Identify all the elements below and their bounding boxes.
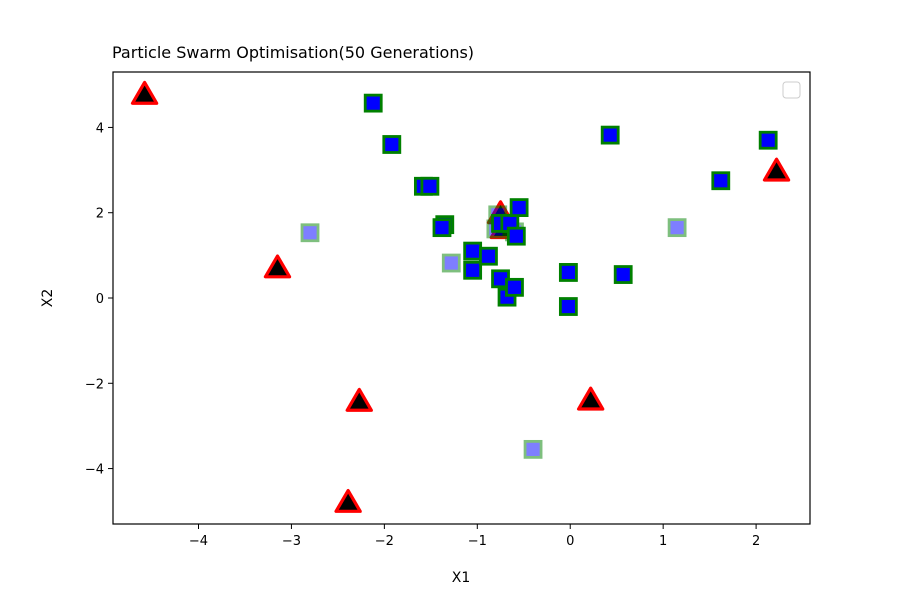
chart-title: Particle Swarm Optimisation(50 Generatio… [112, 43, 474, 62]
x-axis-label: X1 [452, 570, 471, 586]
x-tick-label: 1 [659, 534, 667, 549]
x-tick-label: −2 [375, 534, 394, 549]
series-2 [363, 93, 778, 316]
x-tick-label: 2 [752, 534, 760, 549]
y-tick-label: 2 [96, 207, 104, 222]
triangle-point [130, 80, 159, 105]
square-point [558, 263, 578, 282]
y-tick-label: −2 [85, 377, 104, 392]
legend-box [782, 81, 801, 99]
square-point [463, 260, 483, 280]
square-point [509, 198, 529, 218]
x-axis-ticks: −4 −3 −2 −1 0 1 2 [189, 524, 760, 549]
square-point [523, 439, 543, 459]
square-point [382, 135, 402, 154]
square-point [300, 223, 320, 243]
triangle-point [345, 387, 373, 412]
y-axis-ticks: −4 −2 0 2 4 [85, 121, 113, 478]
triangle-point [576, 386, 605, 411]
x-tick-label: 0 [566, 534, 574, 549]
x-tick-label: −3 [282, 534, 301, 549]
y-axis-label: X2 [40, 289, 56, 308]
square-point [363, 93, 383, 113]
square-point [432, 218, 452, 238]
triangle-point [334, 488, 362, 513]
y-tick-label: −4 [85, 463, 104, 478]
square-point [463, 241, 483, 261]
triangle-point [762, 157, 791, 182]
square-point [506, 226, 526, 246]
y-tick-label: 0 [96, 292, 104, 307]
y-tick-label: 4 [96, 121, 104, 136]
square-point [479, 246, 498, 266]
square-point [758, 130, 778, 150]
square-point [711, 171, 731, 191]
square-point [613, 265, 633, 284]
x-tick-label: −4 [189, 534, 208, 549]
square-point [600, 125, 620, 145]
triangle-point [263, 254, 292, 279]
square-point [558, 297, 578, 316]
plot-area [113, 72, 810, 524]
square-point [420, 176, 440, 196]
square-point [667, 218, 687, 238]
x-tick-label: −1 [468, 534, 487, 549]
square-point [505, 277, 524, 297]
data-marks [130, 80, 791, 513]
square-point [441, 253, 461, 273]
